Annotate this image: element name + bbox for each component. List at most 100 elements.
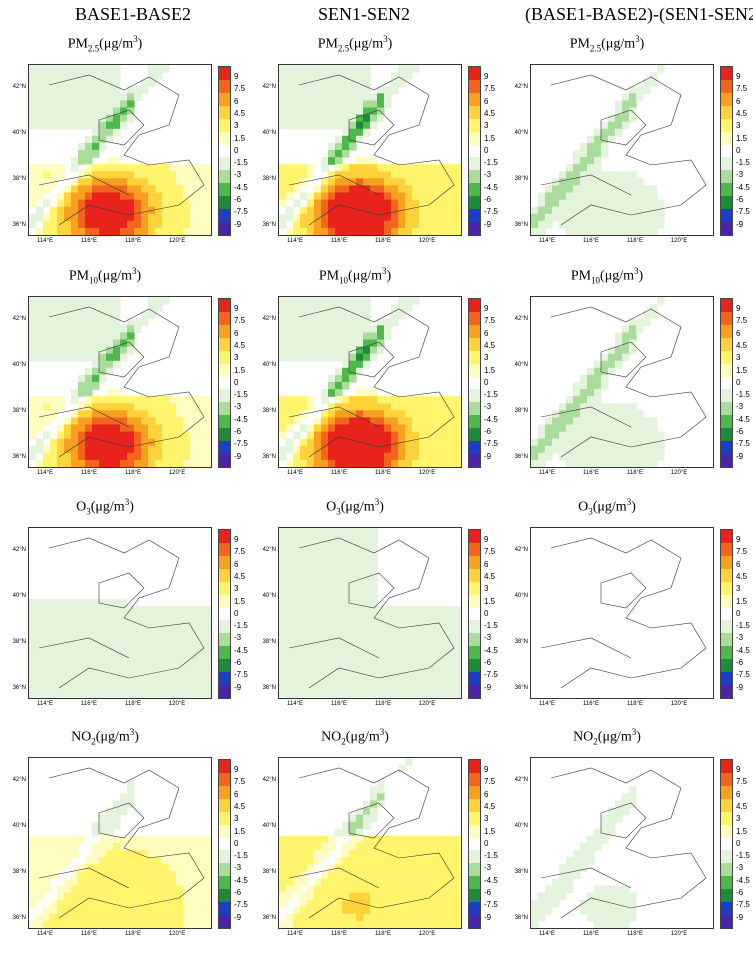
colorbar-swatch — [219, 672, 230, 686]
panel-title: PM10(μg/m3) — [502, 266, 712, 285]
latitude-tick-label: 38°N — [262, 408, 276, 414]
longitude-tick-label: 114°E — [37, 701, 53, 707]
colorbar-label: 3 — [736, 353, 741, 363]
colorbar-swatch — [721, 607, 732, 621]
colorbar-swatch — [721, 157, 732, 171]
colorbar-swatch — [469, 902, 480, 916]
colorbar-swatch — [219, 902, 230, 916]
colorbar-swatch — [219, 144, 230, 158]
unit-label: (μg/m — [600, 268, 634, 284]
colorbar-swatch — [219, 118, 230, 132]
colorbar-swatch — [219, 402, 230, 416]
colorbar-swatch — [219, 299, 230, 312]
colorbar-swatch — [219, 633, 230, 647]
colorbar-label: 1.5 — [484, 596, 496, 606]
longitude-tick-label: 114°E — [539, 238, 555, 244]
colorbar-swatch — [469, 337, 480, 351]
longitude-tick-label: 114°E — [287, 238, 303, 244]
colorbar-label: -1.5 — [736, 390, 750, 400]
colorbar-label: 3 — [234, 121, 239, 131]
colorbar-label: 9 — [736, 765, 741, 774]
unit-close: ) — [386, 268, 392, 284]
latitude-tick-label: 42°N — [514, 84, 528, 90]
colorbar-label: -9 — [234, 219, 242, 229]
colorbar-swatch — [721, 376, 732, 390]
colorbar-swatch — [721, 389, 732, 403]
colorbar-swatch — [721, 672, 732, 686]
colorbar-label: 4.5 — [484, 801, 496, 811]
colorbar-swatch — [469, 324, 480, 338]
colorbar-label: -4.5 — [234, 645, 248, 655]
colorbar-label: -7.5 — [736, 207, 750, 217]
map-field — [530, 527, 714, 699]
longitude-tick-label: 118°E — [125, 238, 141, 244]
colorbar-swatch — [721, 837, 732, 851]
colorbar-label: 7.5 — [736, 777, 748, 787]
latitude-tick-label: 42°N — [262, 84, 276, 90]
species-label: PM — [318, 268, 340, 284]
longitude-tick-label: 120°E — [670, 701, 688, 707]
colorbar-label: 3 — [736, 121, 741, 131]
colorbar-label: -4.5 — [484, 645, 498, 655]
colorbar-swatch — [469, 350, 480, 364]
colorbar-label: 1.5 — [736, 596, 748, 606]
colorbar-label: -4.5 — [234, 182, 248, 192]
colorbar-swatch — [721, 196, 732, 210]
colorbar-label: -9 — [234, 682, 242, 692]
colorbar-swatch — [219, 915, 230, 928]
map-panel: O3(μg/m3) 42°N 40°N 38°N 36°N 114°E 116°E 118°E… — [250, 497, 498, 729]
unit-label: (μg/m — [348, 268, 382, 284]
colorbar-label: 0 — [484, 838, 489, 848]
latitude-tick-label: 42°N — [262, 316, 276, 322]
panel-title: PM10(μg/m3) — [0, 266, 210, 285]
panel-title: O3(μg/m3) — [0, 497, 210, 516]
colorbar-swatch — [219, 324, 230, 338]
unit-close: ) — [631, 499, 636, 515]
map-panel: PM2.5(μg/m3) 42°N 40°N 38°N 36°N 114°E 116°E 11… — [502, 34, 750, 266]
longitude-tick-label: 120°E — [168, 931, 186, 937]
colorbar-label: -4.5 — [736, 645, 750, 655]
colorbar-swatch — [469, 363, 480, 377]
colorbar-label: 7.5 — [234, 547, 246, 557]
colorbar-swatch — [721, 105, 732, 119]
colorbar — [720, 298, 733, 468]
colorbar-label: 6 — [234, 789, 239, 799]
colorbar-swatch — [219, 863, 230, 877]
latitude-tick-label: 38°N — [514, 176, 528, 182]
species-label: PM — [569, 36, 590, 52]
colorbar-swatch — [469, 594, 480, 608]
map-field — [530, 64, 714, 236]
colorbar-label: -1.5 — [234, 621, 248, 631]
longitude-tick-label: 114°E — [539, 931, 555, 937]
colorbar-swatch — [469, 555, 480, 569]
colorbar-label: -9 — [484, 219, 492, 229]
colorbar-label: -1.5 — [736, 621, 750, 631]
unit-close: ) — [638, 268, 644, 284]
latitude-tick-label: 40°N — [262, 823, 276, 829]
longitude-tick-label: 118°E — [375, 931, 391, 937]
colorbar-swatch — [469, 131, 480, 145]
longitude-tick-label: 118°E — [627, 238, 643, 244]
colorbar-label: 6 — [736, 328, 741, 338]
unit-superscript: 3 — [635, 34, 640, 44]
colorbar-label: 0 — [736, 145, 741, 155]
latitude-tick-label: 40°N — [514, 823, 528, 829]
longitude-tick-label: 120°E — [168, 470, 186, 476]
species-subscript: 3 — [336, 506, 341, 517]
colorbar-swatch — [219, 811, 230, 825]
map-field — [278, 757, 462, 929]
colorbar-swatch — [469, 530, 480, 543]
colorbar-swatch — [219, 454, 230, 467]
colorbar-label: -3 — [234, 170, 242, 180]
species-label: NO — [71, 729, 92, 745]
colorbar-swatch — [469, 633, 480, 647]
colorbar-swatch — [721, 402, 732, 416]
colorbar-swatch — [721, 542, 732, 556]
colorbar-swatch — [219, 428, 230, 442]
colorbar-label: -9 — [736, 912, 744, 922]
colorbar-swatch — [721, 785, 732, 799]
colorbar-swatch — [219, 568, 230, 582]
latitude-tick-label: 40°N — [12, 362, 26, 368]
longitude-tick-label: 120°E — [418, 931, 436, 937]
colorbar-swatch — [469, 454, 480, 467]
